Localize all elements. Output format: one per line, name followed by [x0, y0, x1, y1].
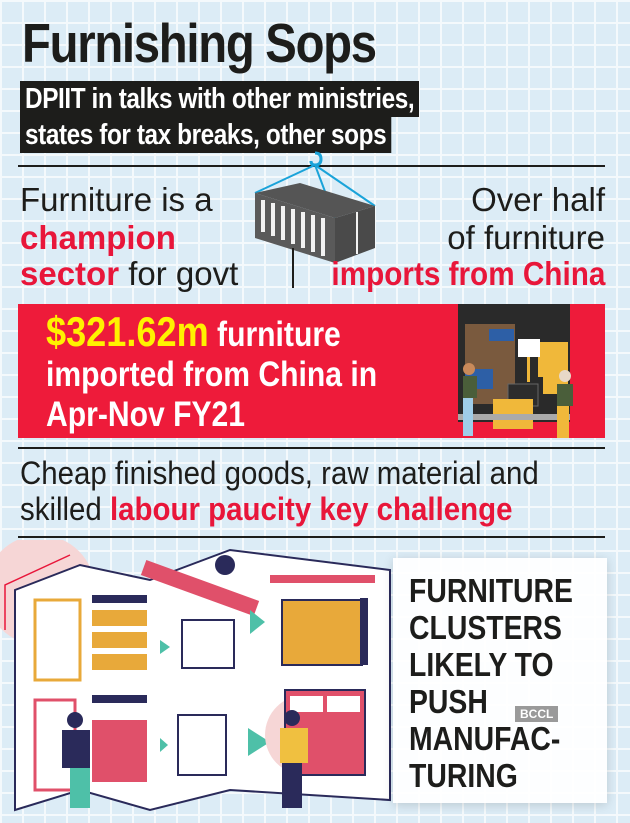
- page-title: Furnishing Sops: [22, 12, 377, 74]
- credit-badge: BCCL: [515, 706, 559, 722]
- callout-line: CLUSTERS: [409, 609, 562, 646]
- subtitle-line-2: states for tax breaks, other sops: [20, 117, 392, 153]
- callout-line: PUSH: [409, 683, 488, 720]
- banner-line-1: furniture: [208, 315, 341, 354]
- callout-card: FURNITURE CLUSTERS LIKELY TO PUSH MANUFA…: [393, 558, 607, 803]
- callout-line: FURNITURE: [409, 572, 573, 609]
- challenge-highlight: labour paucity key challenge: [109, 491, 513, 527]
- import-amount: $321.62m: [46, 308, 209, 355]
- subtitle-line-1: DPIIT in talks with other ministries,: [20, 81, 420, 117]
- callout-line: MANUFAC-: [409, 720, 561, 757]
- divider: [18, 536, 605, 538]
- left-point-highlight: champion: [20, 219, 176, 256]
- callout-line: TURING: [409, 757, 518, 794]
- banner-line-3: Apr-Nov FY21: [46, 395, 246, 434]
- challenge-plain: skilled: [20, 491, 110, 527]
- banner-line-2: imported from China in: [46, 355, 378, 394]
- divider: [18, 447, 605, 449]
- left-point-rest: for govt: [119, 255, 239, 292]
- callout-line: LIKELY TO: [409, 646, 554, 683]
- shipping-container-icon: [254, 151, 376, 288]
- banner-text: $321.62m furniture imported from China i…: [46, 311, 378, 435]
- callout-text: FURNITURE CLUSTERS LIKELY TO PUSH MANUFA…: [409, 572, 573, 794]
- right-point-highlight: imports from China: [331, 255, 605, 292]
- furniture-design-illustration: [0, 540, 391, 812]
- right-point-line-1: Over half: [471, 181, 605, 218]
- warehouse-workers-illustration: [458, 304, 573, 438]
- challenge-line-1: Cheap finished goods, raw material and: [20, 455, 539, 491]
- left-point-line-1: Furniture is a: [20, 181, 213, 218]
- right-point-line-2: of furniture: [447, 219, 605, 256]
- challenge-line-2: skilled labour paucity key challenge: [20, 491, 512, 527]
- import-banner: $321.62m furniture imported from China i…: [18, 304, 605, 438]
- left-point-line-3: sector for govt: [20, 256, 238, 292]
- left-point-highlight-2: sector: [20, 255, 120, 292]
